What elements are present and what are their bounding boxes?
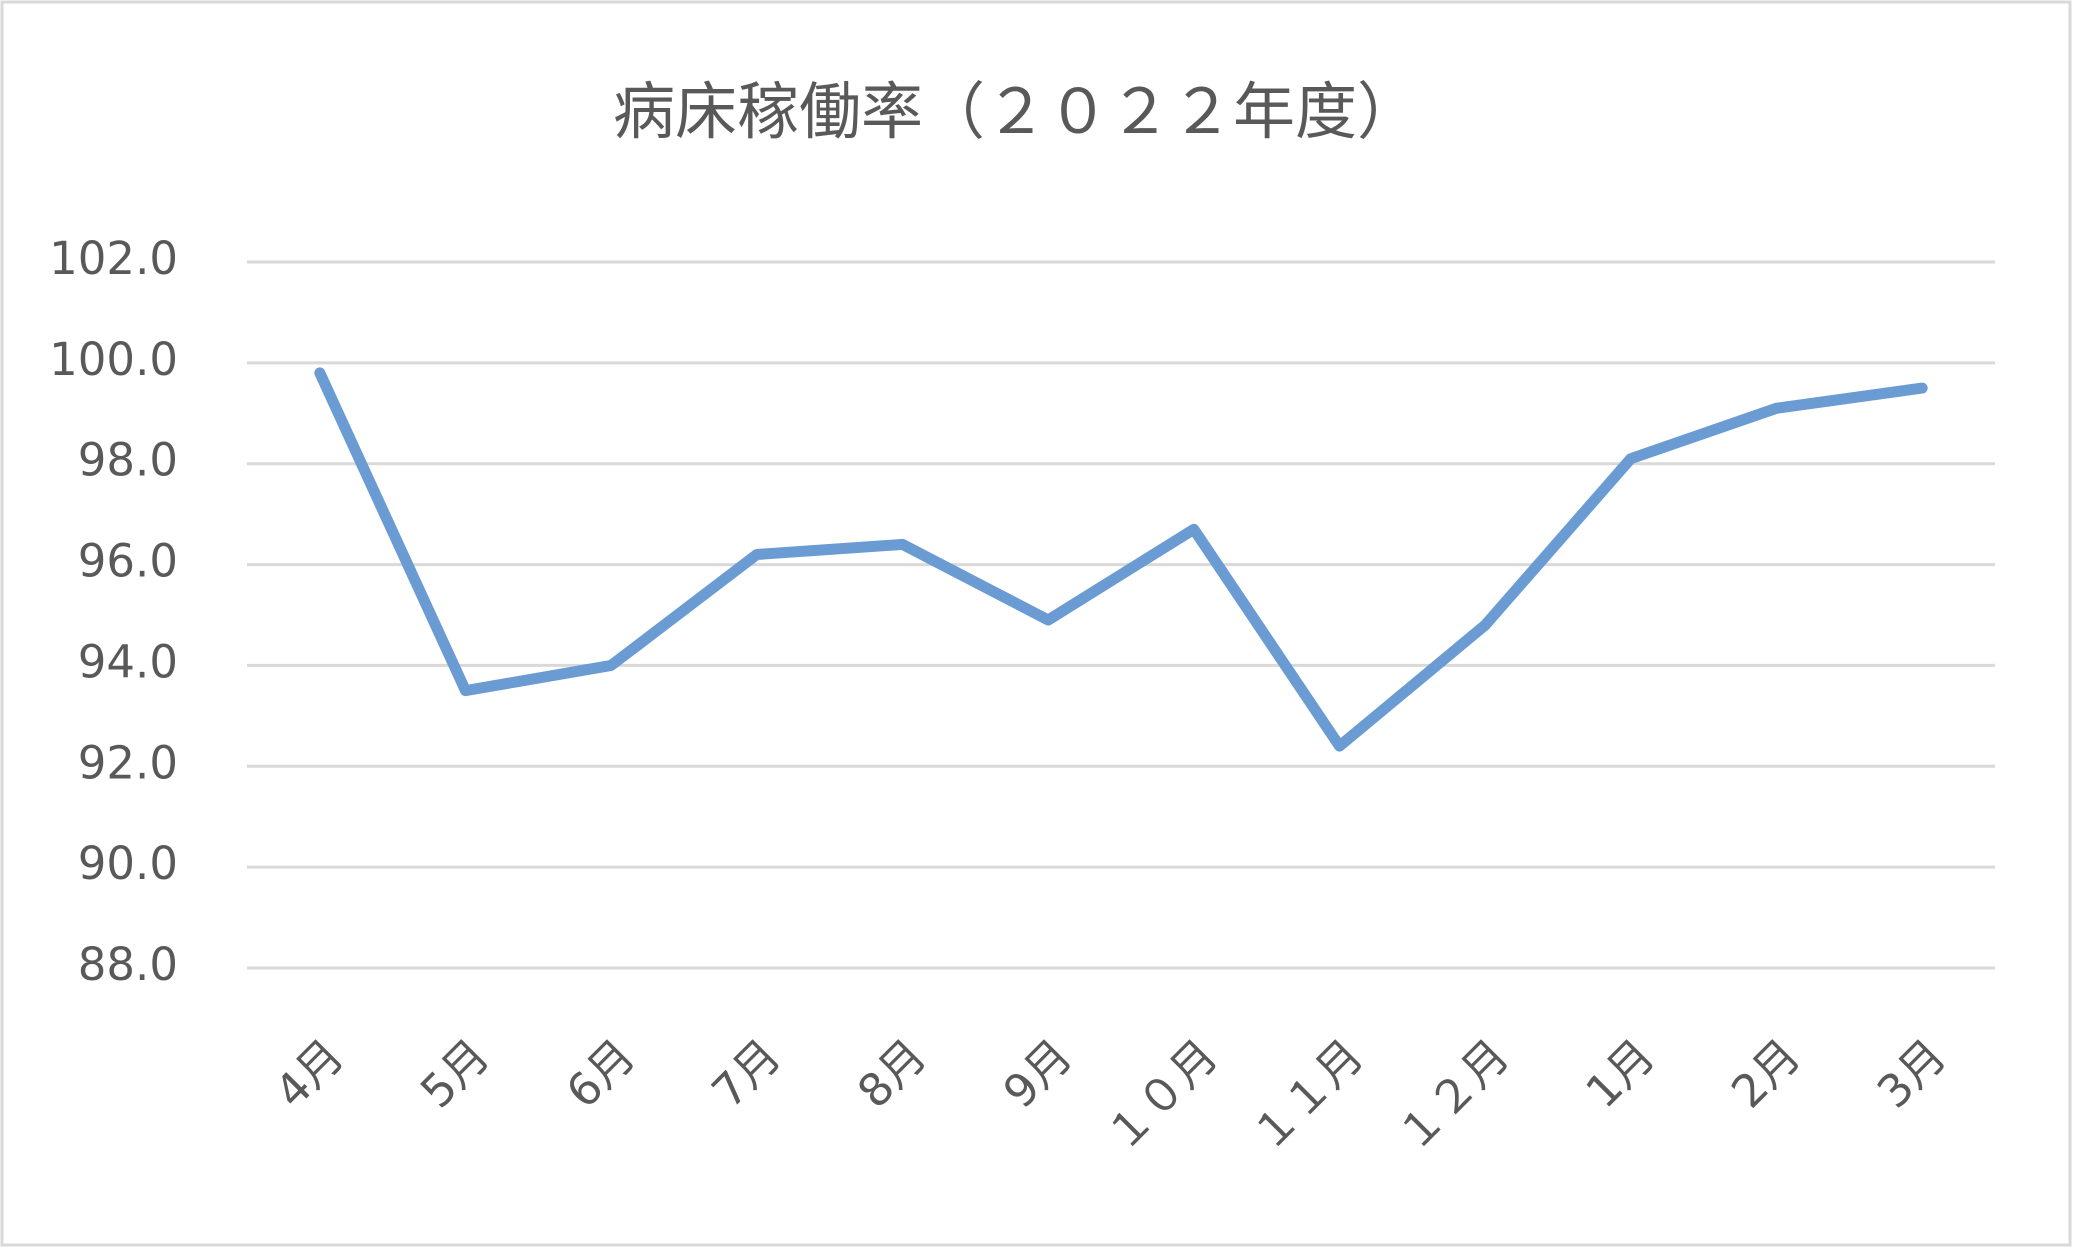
y-tick-label: 88.0 bbox=[78, 938, 178, 991]
y-tick-label: 102.0 bbox=[49, 232, 178, 285]
y-tick-label: 100.0 bbox=[49, 333, 178, 386]
y-tick-label: 92.0 bbox=[78, 736, 178, 789]
y-tick-label: 94.0 bbox=[78, 635, 178, 688]
line-series bbox=[314, 367, 1928, 752]
chart-title: 病床稼働率（２０２２年度） bbox=[613, 75, 1419, 148]
y-tick-label: 96.0 bbox=[78, 535, 178, 588]
y-tick-label: 90.0 bbox=[78, 837, 178, 890]
y-tick-label: 98.0 bbox=[78, 434, 178, 487]
